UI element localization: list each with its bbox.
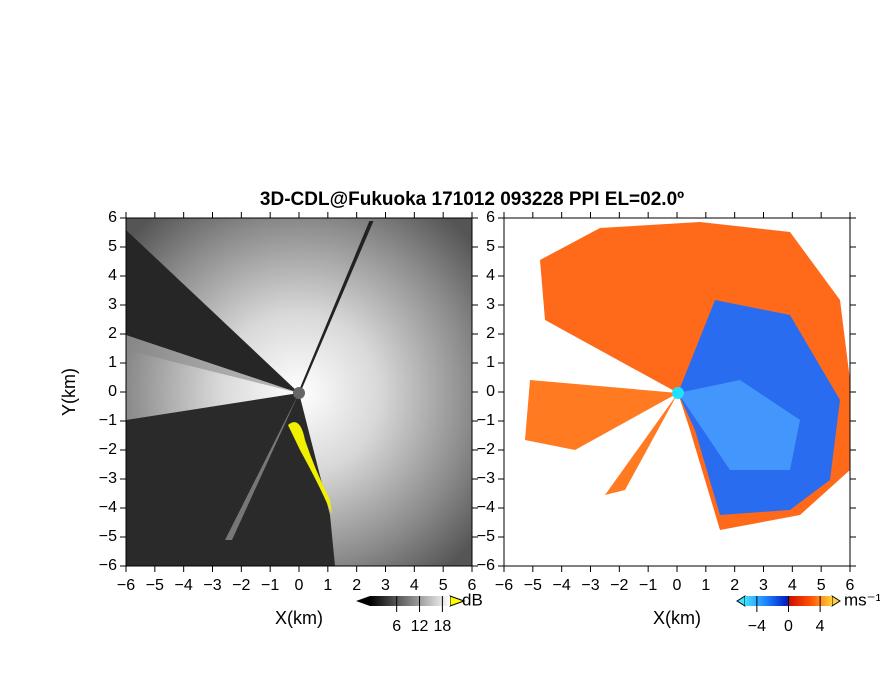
x-tick-label: −4 bbox=[175, 577, 193, 594]
y-axis-label: Y(km) bbox=[59, 368, 79, 416]
x-tick-label: 0 bbox=[295, 577, 304, 594]
x-tick-label: −5 bbox=[146, 577, 164, 594]
y-tick-label: −6 bbox=[477, 557, 495, 574]
y-tick-label: 4 bbox=[108, 267, 117, 284]
y-tick-label: 0 bbox=[108, 383, 117, 400]
y-tick-label: −3 bbox=[99, 470, 117, 487]
y-tick-label: −5 bbox=[99, 528, 117, 545]
x-tick-label: −3 bbox=[581, 577, 599, 594]
colorbar-unit: dB bbox=[462, 590, 483, 609]
colorbar-arrow bbox=[831, 595, 841, 607]
colorbar-tick-label: −4 bbox=[748, 618, 766, 635]
x-axis-label: X(km) bbox=[653, 608, 701, 628]
x-tick-label: −2 bbox=[232, 577, 250, 594]
colorbar-tick-label: 4 bbox=[816, 618, 825, 635]
colorbar-arrow bbox=[736, 595, 746, 607]
colorbar-tick-label: 12 bbox=[411, 618, 429, 635]
x-tick-label: −1 bbox=[639, 577, 657, 594]
y-tick-label: 6 bbox=[486, 209, 495, 226]
colorbar-unit: ms⁻¹ bbox=[844, 590, 880, 609]
y-tick-label: −4 bbox=[477, 499, 495, 516]
y-tick-label: 5 bbox=[108, 238, 117, 255]
x-tick-label: 3 bbox=[381, 577, 390, 594]
y-tick-label: 1 bbox=[486, 354, 495, 371]
y-tick-label: −2 bbox=[477, 441, 495, 458]
x-tick-label: 4 bbox=[788, 577, 797, 594]
x-tick-label: 6 bbox=[468, 577, 477, 594]
x-tick-label: −2 bbox=[610, 577, 628, 594]
y-tick-label: −3 bbox=[477, 470, 495, 487]
reflectivity-image bbox=[126, 218, 472, 566]
x-tick-label: 5 bbox=[817, 577, 826, 594]
x-tick-label: −5 bbox=[524, 577, 542, 594]
x-tick-label: −1 bbox=[261, 577, 279, 594]
x-tick-label: 3 bbox=[759, 577, 768, 594]
x-tick-label: −6 bbox=[117, 577, 135, 594]
y-tick-label: −6 bbox=[99, 557, 117, 574]
x-tick-label: 0 bbox=[673, 577, 682, 594]
colorbar-tick-label: 6 bbox=[392, 618, 401, 635]
x-tick-label: 6 bbox=[846, 577, 855, 594]
y-tick-label: 3 bbox=[108, 296, 117, 313]
colorbar-tick-label: 0 bbox=[784, 618, 793, 635]
y-tick-label: −1 bbox=[99, 412, 117, 429]
y-tick-label: 5 bbox=[486, 238, 495, 255]
y-tick-label: −4 bbox=[99, 499, 117, 516]
y-tick-label: −1 bbox=[477, 412, 495, 429]
figure-title: 3D-CDL@Fukuoka 171012 093228 PPI EL=02.0… bbox=[260, 189, 684, 210]
x-tick-label: −6 bbox=[495, 577, 513, 594]
y-tick-label: 0 bbox=[486, 383, 495, 400]
x-tick-label: 1 bbox=[701, 577, 710, 594]
y-tick-label: −2 bbox=[99, 441, 117, 458]
x-tick-label: 1 bbox=[323, 577, 332, 594]
x-tick-label: −3 bbox=[203, 577, 221, 594]
colorbar-tick-label: 18 bbox=[433, 618, 451, 635]
x-tick-label: 5 bbox=[439, 577, 448, 594]
x-tick-label: 4 bbox=[410, 577, 419, 594]
y-tick-label: 2 bbox=[486, 325, 495, 342]
y-tick-label: −5 bbox=[477, 528, 495, 545]
y-tick-label: 3 bbox=[486, 296, 495, 313]
y-tick-label: 4 bbox=[486, 267, 495, 284]
y-tick-label: 1 bbox=[108, 354, 117, 371]
colorbar-arrow bbox=[356, 596, 370, 606]
y-tick-label: 2 bbox=[108, 325, 117, 342]
x-axis-label: X(km) bbox=[275, 608, 323, 628]
velocity-image bbox=[504, 218, 850, 566]
x-tick-label: −4 bbox=[553, 577, 571, 594]
y-tick-label: 6 bbox=[108, 209, 117, 226]
x-tick-label: 2 bbox=[352, 577, 361, 594]
colorbar bbox=[370, 596, 450, 606]
x-tick-label: 2 bbox=[730, 577, 739, 594]
